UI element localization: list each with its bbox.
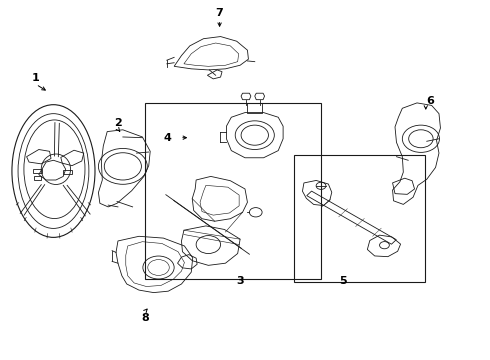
Text: 8: 8 — [141, 313, 148, 323]
Bar — [34, 176, 41, 180]
Text: 2: 2 — [114, 118, 122, 128]
Text: 4: 4 — [164, 133, 171, 143]
Text: 6: 6 — [427, 96, 435, 106]
Text: 3: 3 — [236, 276, 244, 286]
Bar — [294, 155, 425, 282]
Text: 5: 5 — [339, 276, 346, 286]
Bar — [33, 168, 42, 173]
Bar — [145, 103, 321, 279]
Bar — [63, 170, 72, 174]
Text: 1: 1 — [32, 73, 40, 83]
Text: 7: 7 — [216, 8, 223, 18]
Bar — [247, 103, 262, 113]
